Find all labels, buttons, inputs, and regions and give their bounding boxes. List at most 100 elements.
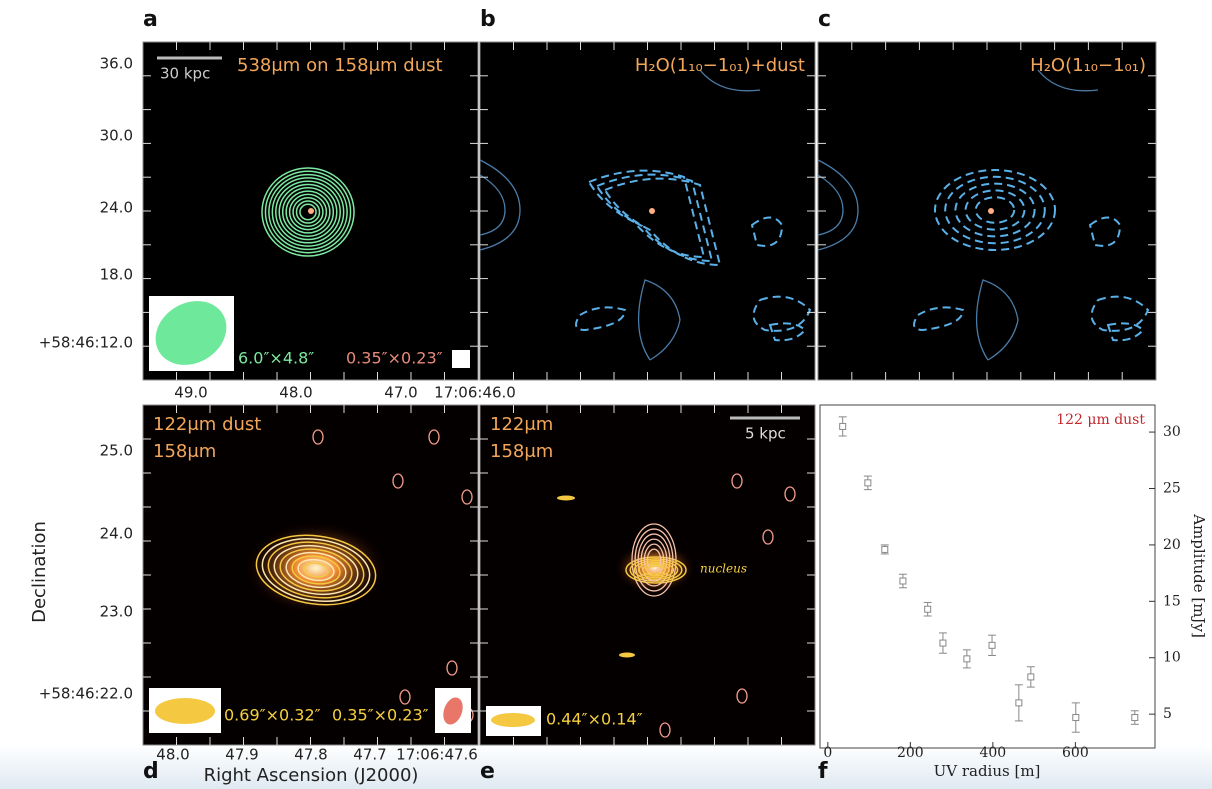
contour — [295, 200, 321, 224]
x-tick-label: 600 — [1062, 745, 1089, 761]
point — [1072, 714, 1080, 722]
point — [899, 577, 907, 585]
contour — [291, 555, 341, 585]
x-tick-label: 47.8 — [294, 746, 327, 764]
contour — [596, 173, 714, 263]
point — [939, 639, 947, 647]
panel-title: 158μm — [153, 441, 216, 462]
contour — [784, 486, 796, 502]
point — [963, 655, 971, 663]
x-tick-label: 48.0 — [279, 384, 312, 402]
contour — [479, 174, 506, 236]
contour — [731, 473, 743, 489]
contour — [428, 429, 440, 445]
y-tick-label: 25 — [1163, 480, 1181, 496]
contour — [659, 722, 671, 738]
contour — [575, 306, 627, 332]
contour — [646, 565, 666, 575]
y-tick-label: 20 — [1163, 537, 1181, 553]
contour — [312, 429, 324, 445]
panel-title: H₂O(1₁₀−1₀₁) — [1030, 55, 1146, 76]
contour — [944, 175, 1046, 245]
point — [839, 422, 847, 430]
contour — [261, 538, 371, 602]
contour — [479, 159, 521, 251]
scale-bar-label: 5 kpc — [745, 425, 786, 443]
panel-label: c — [818, 7, 831, 32]
y-tick-label: 10 — [1163, 650, 1181, 666]
point — [988, 641, 996, 649]
panel-label: b — [480, 7, 496, 32]
panel-label: a — [143, 7, 158, 32]
panel-c — [817, 41, 1157, 381]
contour — [633, 559, 679, 581]
contour — [588, 169, 706, 259]
x-tick-label: 47.9 — [225, 746, 258, 764]
beam-label: 0.35″×0.23″ — [346, 349, 443, 368]
point — [864, 479, 872, 487]
y-tick-label: 24.0 — [100, 525, 133, 543]
contour — [264, 170, 352, 254]
contour — [288, 193, 328, 231]
panel-label: f — [818, 759, 828, 784]
y-tick-label: +58:46:12.0 — [39, 334, 133, 352]
contour — [768, 322, 807, 342]
y-axis-label: Amplitude [mJy] — [1190, 513, 1208, 638]
contour — [297, 558, 335, 582]
contour — [934, 169, 1056, 251]
annotation: 122 μm dust — [1056, 412, 1145, 428]
contour — [975, 279, 1019, 361]
panel-title: 122μm dust — [153, 414, 261, 435]
y-tick-label: 24.0 — [100, 199, 133, 217]
contour — [637, 561, 675, 579]
y-tick-label: 15 — [1163, 593, 1181, 609]
contour — [640, 538, 668, 582]
contour — [1106, 322, 1145, 342]
x-axis-label: UV radius [m] — [934, 762, 1041, 780]
y-tick-label: 5 — [1163, 706, 1172, 722]
contour — [642, 563, 670, 577]
contour — [637, 533, 671, 587]
panel-title: 122μm — [490, 414, 553, 435]
x-tick-label: 47.7 — [353, 746, 386, 764]
y-tick-label: +58:46:22.0 — [39, 685, 133, 703]
contour — [974, 196, 1016, 224]
panel-title: 538μm on 158μm dust — [237, 55, 443, 76]
y-tick-label: 30 — [1163, 424, 1181, 440]
beam — [155, 301, 227, 365]
contour — [646, 548, 662, 572]
contour — [1090, 295, 1150, 332]
beam — [155, 698, 215, 724]
contour — [964, 189, 1026, 231]
beam-label: 0.35″×0.23″ — [332, 706, 429, 725]
emission — [619, 652, 635, 658]
contour — [399, 689, 411, 705]
panel-f — [819, 404, 1156, 749]
contour — [736, 688, 748, 704]
beam-label: 0.44″×0.14″ — [546, 710, 643, 729]
contour — [634, 528, 674, 592]
emission — [557, 495, 575, 501]
beam-label: 6.0″×4.8″ — [238, 349, 314, 368]
contour — [261, 167, 355, 257]
point — [1131, 714, 1139, 722]
contour — [625, 556, 687, 584]
contour — [255, 534, 377, 606]
contour — [271, 177, 345, 247]
x-tick-label: 0 — [823, 745, 832, 761]
contour — [303, 562, 329, 578]
point — [924, 605, 932, 613]
contour — [267, 541, 365, 599]
y-axis-label: Declination — [29, 521, 50, 623]
contour — [913, 306, 965, 332]
x-tick-label: 400 — [979, 745, 1006, 761]
x-tick-label: 49.0 — [174, 384, 207, 402]
beam — [491, 713, 535, 727]
beam — [443, 697, 463, 725]
x-tick-label: 17:06:46.0 — [434, 384, 516, 402]
contour — [1037, 69, 1099, 92]
contour — [392, 473, 404, 489]
x-tick-label: 17:06:47.6 — [396, 746, 478, 764]
x-axis-label: Right Ascension (J2000) — [204, 765, 419, 786]
